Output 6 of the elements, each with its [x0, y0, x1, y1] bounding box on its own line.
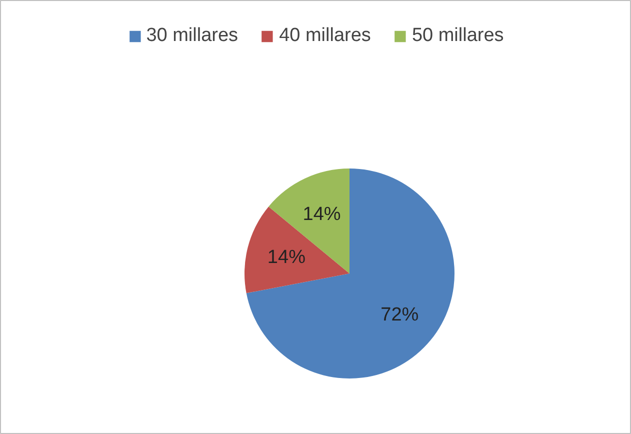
legend-label: 50 millares — [412, 25, 504, 47]
data-label: 72% — [380, 304, 419, 326]
data-label: 14% — [267, 246, 306, 268]
legend-label: 40 millares — [279, 25, 371, 47]
legend-label: 30 millares — [146, 25, 238, 47]
data-label: 14% — [302, 204, 341, 226]
